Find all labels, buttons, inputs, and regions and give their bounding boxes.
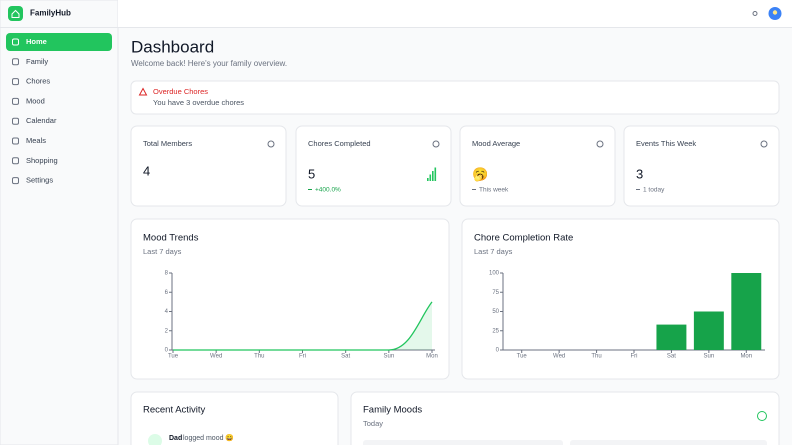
chart-title: Mood Trends: [143, 233, 199, 244]
x-tick-label: Fri: [631, 354, 638, 360]
y-tick-label: 6: [165, 290, 169, 296]
activity-user: Dad: [169, 435, 182, 442]
x-tick-label: Sun: [704, 354, 715, 360]
stat-icon: [760, 140, 768, 148]
nav-item[interactable]: Family: [26, 57, 48, 66]
activity-action: logged mood 😄: [183, 433, 234, 442]
stat-value: 4: [143, 163, 150, 178]
nav-item[interactable]: Mood: [26, 96, 45, 105]
chart-subtitle: Last 7 days: [474, 247, 513, 256]
x-tick-label: Mon: [426, 354, 438, 360]
x-tick-label: Mon: [740, 354, 752, 360]
bar: [656, 324, 687, 350]
x-tick-label: Sun: [383, 354, 394, 360]
stat-icon: [596, 140, 604, 148]
y-tick-label: 2: [165, 328, 169, 334]
x-tick-label: Sat: [341, 354, 350, 360]
nav-item[interactable]: Meals: [26, 136, 46, 145]
chart-subtitle: Last 7 days: [143, 247, 182, 256]
nav-icon: [12, 177, 19, 185]
stat-icon: [267, 140, 275, 148]
brand: FamilyHub: [30, 9, 71, 18]
logo-icon: [11, 9, 20, 18]
stat-icon: [432, 140, 440, 148]
mood-line: [173, 301, 433, 351]
moods-card: [350, 391, 780, 445]
nav-icon: [12, 137, 19, 145]
mood-placeholder: [363, 440, 563, 445]
nav-icon: [12, 58, 19, 66]
trend-icon: [427, 178, 429, 181]
trend-icon: [434, 167, 437, 181]
stat-value: 3: [636, 166, 643, 181]
activity-card: [130, 391, 339, 445]
x-tick-label: Wed: [553, 354, 565, 360]
nav-item[interactable]: Calendar: [26, 116, 57, 125]
y-tick-label: 0: [496, 348, 500, 354]
stat-card: [459, 125, 616, 207]
y-tick-label: 50: [492, 309, 499, 315]
y-tick-label: 25: [492, 328, 499, 334]
stat-title: Mood Average: [472, 139, 520, 148]
stat-note: +400.0%: [315, 187, 341, 194]
stat-value: 5: [308, 166, 315, 181]
topbar: [118, 0, 792, 27]
nav-item[interactable]: Shopping: [26, 156, 58, 165]
bar: [731, 273, 762, 350]
x-tick-label: Thu: [591, 354, 601, 360]
stat-card: [130, 125, 287, 207]
x-tick-label: Sat: [667, 354, 676, 360]
nav-icon: [12, 78, 19, 86]
theme-toggle[interactable]: [752, 11, 758, 16]
nav-icon: [12, 117, 19, 125]
bar: [693, 311, 724, 350]
nav-icon: [12, 97, 19, 105]
page-title: Dashboard: [131, 37, 214, 56]
stat-title: Chores Completed: [308, 139, 371, 148]
nav-active: [6, 33, 112, 51]
logo: [8, 6, 23, 21]
trend-icon: [432, 171, 434, 181]
stat-title: Total Members: [143, 139, 192, 148]
mood-area: [173, 301, 432, 350]
mood-placeholder: [570, 440, 767, 445]
chart-card: [130, 218, 450, 380]
moods-icon: [757, 411, 767, 421]
x-tick-label: Tue: [517, 354, 528, 360]
avatar-face: [772, 10, 778, 15]
chart-title: Chore Completion Rate: [474, 233, 573, 244]
activity-title: Recent Activity: [143, 405, 206, 416]
stat-note: 1 today: [643, 187, 665, 194]
stat-value: 🥱: [472, 166, 488, 182]
x-tick-label: Wed: [210, 354, 222, 360]
x-tick-label: Fri: [299, 354, 306, 360]
activity-icon: [148, 434, 162, 445]
y-tick-label: 75: [492, 290, 499, 296]
stat-card: [295, 125, 452, 207]
stat-card: [623, 125, 780, 207]
alert-icon: [138, 87, 148, 96]
y-tick-label: 8: [165, 271, 169, 277]
x-tick-label: Thu: [254, 354, 264, 360]
nav-item[interactable]: Chores: [26, 77, 50, 86]
alert-message: You have 3 overdue chores: [153, 98, 244, 107]
alert-title: Overdue Chores: [153, 87, 208, 96]
nav-icon: [12, 157, 19, 165]
y-tick-label: 0: [165, 348, 169, 354]
moods-title: Family Moods: [363, 405, 422, 416]
x-tick-label: Tue: [168, 354, 179, 360]
stat-note: This week: [479, 187, 509, 194]
y-tick-label: 100: [489, 271, 500, 277]
moods-subtitle: Today: [363, 419, 383, 428]
trend-icon: [429, 174, 432, 181]
nav-item[interactable]: Home: [26, 37, 47, 46]
stat-title: Events This Week: [636, 139, 696, 148]
y-tick-label: 4: [165, 309, 169, 315]
sidebar: [0, 0, 119, 445]
nav-item[interactable]: Settings: [26, 176, 53, 185]
alert: [130, 80, 780, 115]
page-subtitle: Welcome back! Here's your family overvie…: [131, 59, 287, 68]
nav-icon: [12, 38, 19, 46]
